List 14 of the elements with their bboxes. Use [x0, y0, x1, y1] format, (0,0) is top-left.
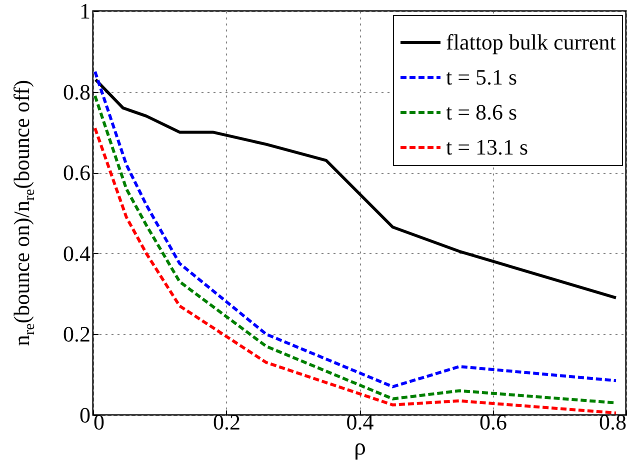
- y-tick-label: 0.6: [63, 160, 90, 186]
- y-tick-label: 1: [80, 0, 90, 24]
- legend-label: t = 13.1 s: [446, 134, 528, 160]
- y-tick-label: 0.8: [63, 79, 90, 104]
- legend-label: t = 5.1 s: [446, 64, 518, 90]
- y-tick-label: 0.2: [63, 322, 90, 347]
- y-tick-label: 0.4: [63, 240, 90, 266]
- x-tick-label: 0.6: [480, 410, 507, 434]
- x-axis-title: ρ: [354, 434, 366, 460]
- legend-label: flattop bulk current: [446, 30, 616, 54]
- legend-label: t = 8.6 s: [446, 100, 518, 124]
- x-tick-label: 0.4: [346, 410, 374, 434]
- x-tick-label: 0.2: [213, 410, 240, 434]
- x-tick-label: 0.8: [599, 410, 626, 434]
